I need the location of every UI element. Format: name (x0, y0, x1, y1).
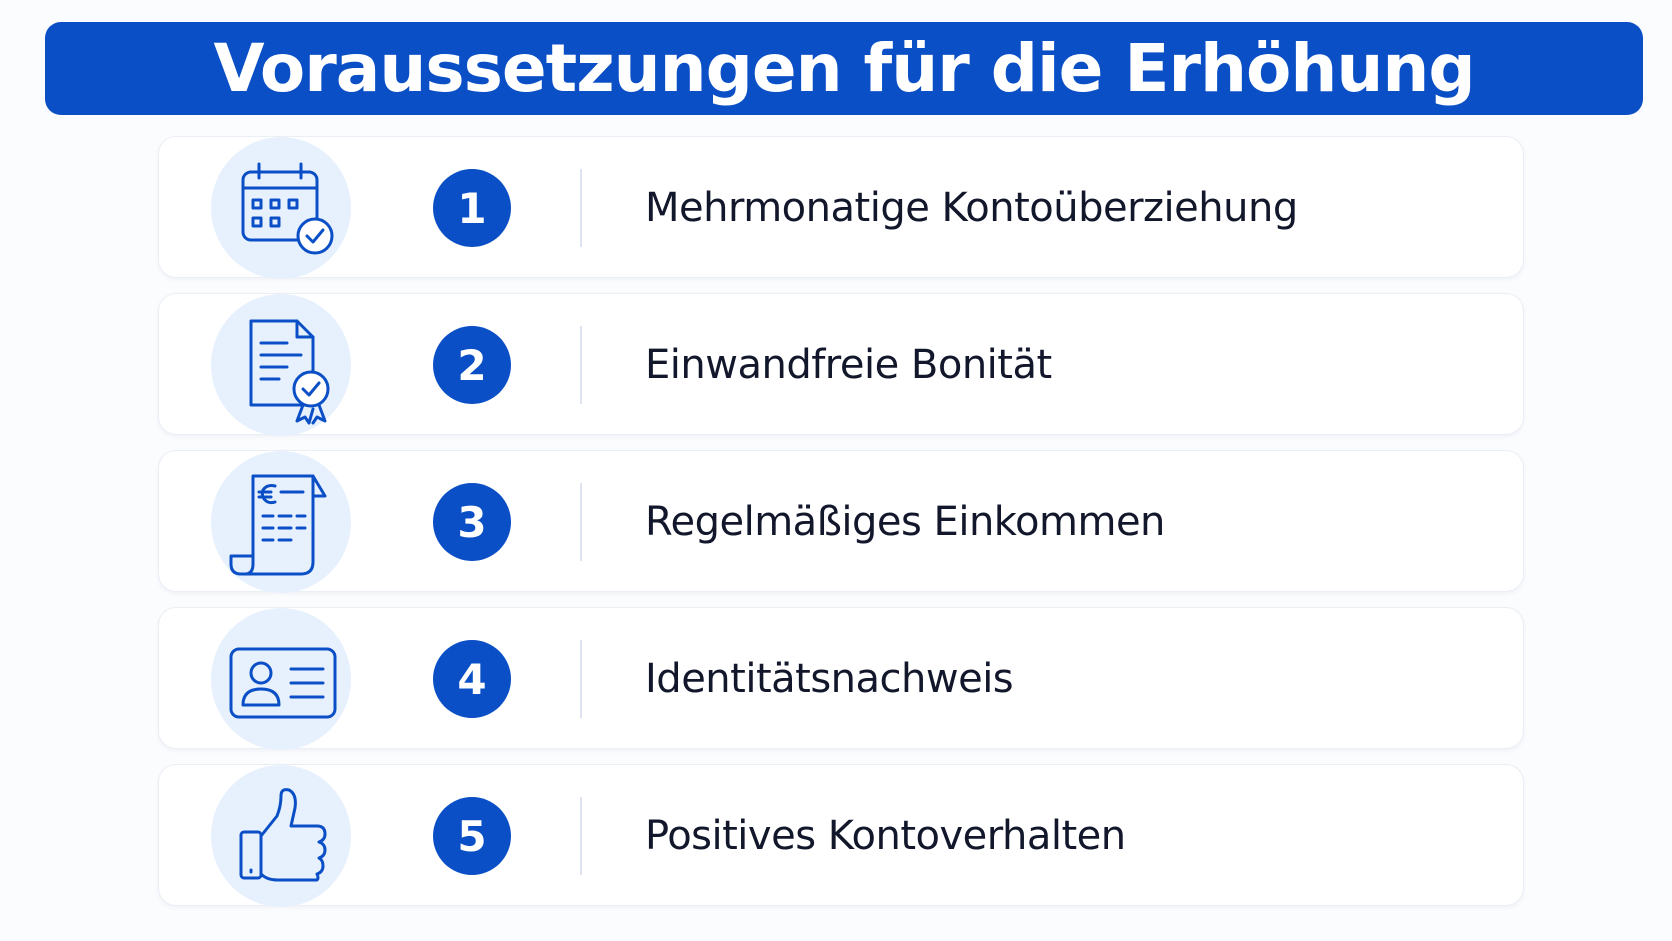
title-banner: Voraussetzungen für die Erhöhung (45, 22, 1643, 115)
step-number-4: 4 (433, 640, 511, 718)
divider (580, 169, 582, 247)
requirement-label-2: Einwandfreie Bonität (645, 342, 1052, 388)
requirement-card-4: 4 Identitätsnachweis (158, 607, 1524, 750)
id-card-icon (211, 608, 351, 750)
divider (580, 483, 582, 561)
requirement-label-4: Identitätsnachweis (645, 656, 1014, 702)
divider (580, 326, 582, 404)
requirement-card-5: 5 Positives Kontoverhalten (158, 764, 1524, 907)
euro-receipt-icon (211, 451, 351, 593)
divider (580, 797, 582, 875)
step-number-2: 2 (433, 326, 511, 404)
requirement-label-5: Positives Kontoverhalten (645, 813, 1126, 859)
calendar-check-icon (211, 137, 351, 279)
requirement-card-1: 1 Mehrmonatige Kontoüberziehung (158, 136, 1524, 279)
page-title: Voraussetzungen für die Erhöhung (213, 30, 1475, 107)
step-number-3: 3 (433, 483, 511, 561)
requirement-label-1: Mehrmonatige Kontoüberziehung (645, 185, 1298, 231)
step-number-5: 5 (433, 797, 511, 875)
thumbs-up-icon (211, 765, 351, 907)
requirement-label-3: Regelmäßiges Einkommen (645, 499, 1165, 545)
requirement-card-3: 3 Regelmäßiges Einkommen (158, 450, 1524, 593)
certificate-document-icon (211, 294, 351, 436)
requirement-card-2: 2 Einwandfreie Bonität (158, 293, 1524, 436)
step-number-1: 1 (433, 169, 511, 247)
divider (580, 640, 582, 718)
